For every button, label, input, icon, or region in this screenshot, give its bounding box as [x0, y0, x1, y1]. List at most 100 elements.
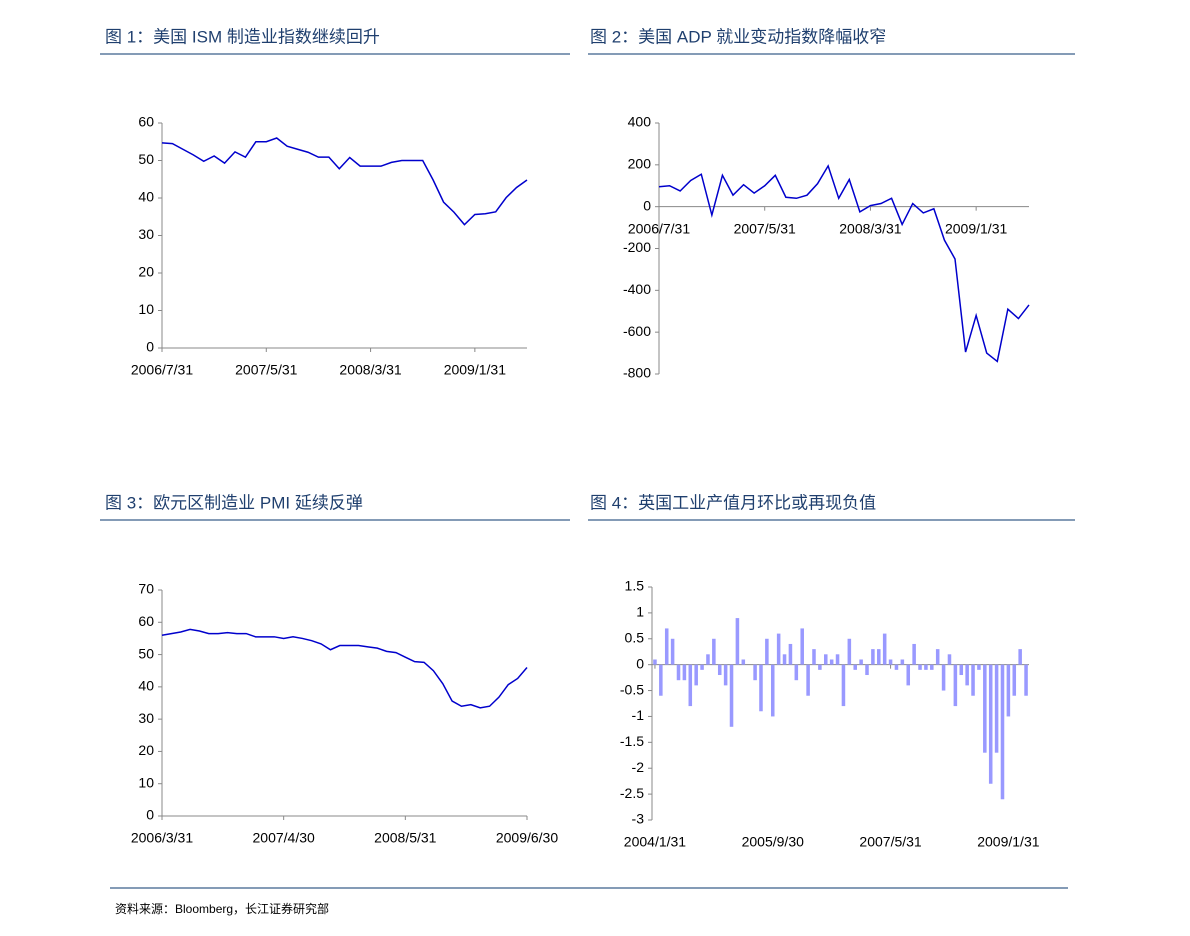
bar [1012, 664, 1017, 696]
bar [894, 664, 899, 670]
y-tick-label: 200 [628, 156, 652, 172]
bar [682, 664, 687, 681]
x-tick-label: 2009/1/31 [444, 362, 506, 378]
bar [1018, 649, 1022, 665]
y-tick-label: 60 [138, 114, 154, 130]
bar [912, 643, 916, 665]
y-tick-label: 20 [138, 264, 154, 280]
x-tick-label: 2008/5/31 [374, 830, 436, 846]
bar [935, 649, 940, 665]
bar [712, 638, 716, 665]
bar [829, 659, 834, 665]
y-tick-label: -0.5 [620, 681, 644, 697]
bar [882, 633, 887, 665]
bar [853, 664, 857, 670]
bar [983, 664, 987, 753]
bar [877, 649, 881, 665]
y-tick-label: 20 [138, 742, 154, 758]
bar [782, 654, 787, 665]
source: 资料来源：Bloomberg，长江证券研究部 [115, 901, 329, 916]
y-tick-label: 0.5 [625, 629, 645, 645]
y-tick-label: -3 [632, 811, 645, 827]
bar [765, 638, 769, 665]
y-tick-label: 400 [628, 114, 652, 130]
y-tick-label: -800 [623, 365, 651, 381]
y-tick-label: 0 [146, 807, 154, 823]
y-tick-label: 50 [138, 645, 154, 661]
x-tick-label: 2007/5/31 [734, 220, 796, 236]
y-tick-label: 0 [146, 339, 154, 355]
y-tick-label: 30 [138, 226, 154, 242]
y-tick-label: -600 [623, 323, 651, 339]
bar [794, 664, 799, 681]
bar [753, 664, 757, 681]
chart-title: 图 4：英国工业产值月环比或再现负值 [590, 493, 876, 512]
bar [835, 654, 840, 665]
x-tick-label: 2006/7/31 [131, 362, 193, 378]
bar [900, 659, 905, 665]
data-line [161, 628, 528, 709]
bar [1006, 664, 1011, 717]
y-tick-label: 1.5 [625, 578, 645, 594]
bar [959, 664, 964, 676]
bar [706, 654, 710, 665]
y-tick-label: 10 [138, 774, 154, 790]
bar [694, 664, 698, 686]
bar [653, 659, 657, 665]
bar [735, 618, 740, 665]
bar [847, 638, 852, 665]
x-tick-label: 2007/4/30 [253, 830, 315, 846]
bar [930, 664, 934, 670]
x-tick-label: 2007/5/31 [859, 834, 921, 850]
x-tick-label: 2009/1/31 [977, 834, 1039, 850]
y-tick-label: -1 [632, 707, 645, 723]
bar [1000, 664, 1005, 800]
chart-title: 图 1：美国 ISM 制造业指数继续回升 [105, 27, 380, 46]
y-tick-label: 0 [636, 655, 644, 671]
chart-title: 图 2：美国 ADP 就业变动指数降幅收窄 [590, 27, 886, 46]
y-tick-label: 60 [138, 613, 154, 629]
y-tick-label: 30 [138, 710, 154, 726]
bar [1024, 664, 1028, 696]
bar [953, 664, 958, 707]
bar [676, 664, 681, 681]
bar [664, 628, 669, 665]
bar [941, 664, 946, 691]
bar [776, 633, 781, 665]
x-tick-label: 2008/3/31 [339, 362, 401, 378]
x-tick-label: 2004/1/31 [624, 834, 686, 850]
data-line [658, 164, 1030, 363]
bar [806, 664, 810, 696]
y-tick-label: -1.5 [620, 733, 644, 749]
y-tick-label: 70 [138, 581, 154, 597]
bar [977, 664, 981, 670]
bar [741, 659, 746, 665]
bar [812, 649, 816, 665]
y-tick-label: -400 [623, 281, 651, 297]
bar [871, 649, 875, 665]
x-tick-label: 2009/6/30 [496, 830, 558, 846]
bar [700, 664, 704, 670]
bar [788, 643, 793, 665]
x-tick-label: 2005/9/30 [742, 834, 804, 850]
y-tick-label: -2 [632, 759, 645, 775]
bar [888, 659, 893, 665]
bar [971, 664, 975, 696]
bar [965, 664, 969, 686]
bar [659, 664, 663, 696]
bar [918, 664, 922, 670]
bar [770, 664, 775, 717]
bar [994, 664, 999, 753]
y-tick-label: 50 [138, 151, 154, 167]
bar [818, 664, 822, 670]
data-line [161, 137, 528, 226]
chart-title: 图 3：欧元区制造业 PMI 延续反弹 [105, 493, 363, 512]
bar [906, 664, 911, 686]
y-tick-label: 10 [138, 301, 154, 317]
bar [988, 664, 993, 784]
bar [947, 654, 952, 665]
bar [800, 628, 804, 665]
bar [723, 664, 728, 686]
bar [865, 664, 869, 676]
